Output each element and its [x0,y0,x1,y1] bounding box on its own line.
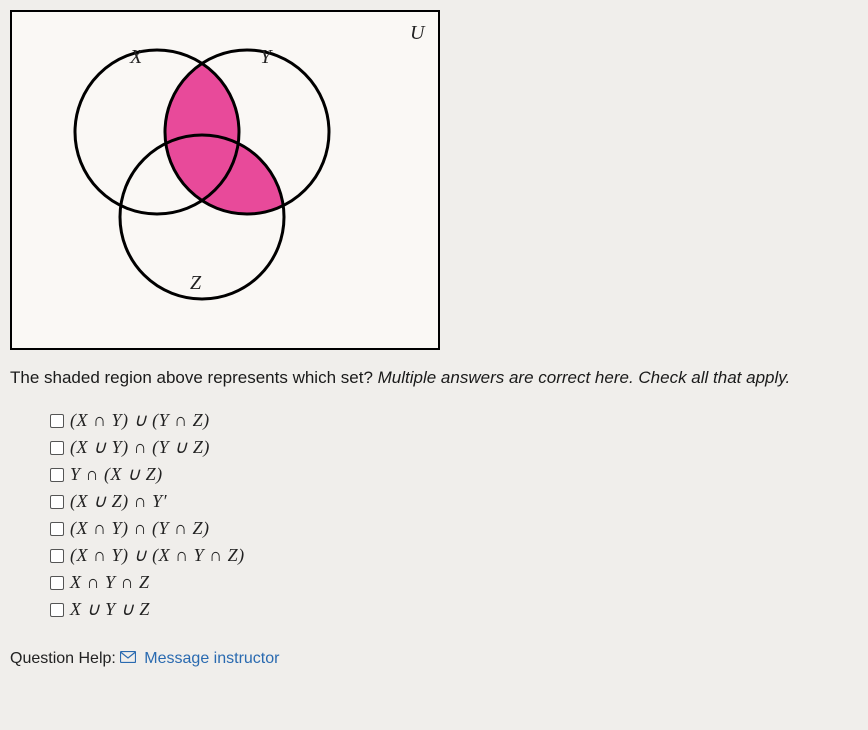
question-help-row: Question Help: Message instructor [10,650,858,668]
option-row[interactable]: (X ∩ Y) ∪ (Y ∩ Z) [50,410,858,431]
question-prefix: The shaded region above represents which… [10,368,378,387]
mail-icon [120,650,136,668]
checkbox[interactable] [50,522,64,536]
option-row[interactable]: (X ∩ Y) ∩ (Y ∩ Z) [50,518,858,539]
message-instructor-link[interactable]: Message instructor [144,650,279,667]
option-label: (X ∪ Z) ∩ Y′ [70,491,167,512]
label-x: X [130,46,142,69]
question-instruction: Multiple answers are correct here. Check… [378,368,791,387]
option-row[interactable]: X ∪ Y ∪ Z [50,599,858,620]
label-y: Y [260,46,271,69]
option-label: (X ∩ Y) ∪ (X ∩ Y ∩ Z) [70,545,245,566]
checkbox[interactable] [50,549,64,563]
help-label: Question Help: [10,650,116,667]
venn-diagram-container: U X Y Z [10,10,440,350]
option-label: (X ∪ Y) ∩ (Y ∪ Z) [70,437,210,458]
option-row[interactable]: (X ∪ Z) ∩ Y′ [50,491,858,512]
venn-diagram-svg [12,12,442,352]
option-row[interactable]: Y ∩ (X ∪ Z) [50,464,858,485]
checkbox[interactable] [50,414,64,428]
option-label: Y ∩ (X ∪ Z) [70,464,163,485]
checkbox[interactable] [50,495,64,509]
checkbox[interactable] [50,441,64,455]
option-label: X ∪ Y ∪ Z [70,599,150,620]
question-text: The shaded region above represents which… [10,368,858,388]
option-row[interactable]: (X ∪ Y) ∩ (Y ∪ Z) [50,437,858,458]
option-label: (X ∩ Y) ∪ (Y ∩ Z) [70,410,210,431]
option-row[interactable]: X ∩ Y ∩ Z [50,572,858,593]
options-list: (X ∩ Y) ∪ (Y ∩ Z) (X ∪ Y) ∩ (Y ∪ Z) Y ∩ … [10,410,858,620]
checkbox[interactable] [50,468,64,482]
label-z: Z [190,272,201,295]
label-u: U [410,22,424,45]
checkbox[interactable] [50,576,64,590]
option-label: (X ∩ Y) ∩ (Y ∩ Z) [70,518,210,539]
option-row[interactable]: (X ∩ Y) ∪ (X ∩ Y ∩ Z) [50,545,858,566]
checkbox[interactable] [50,603,64,617]
option-label: X ∩ Y ∩ Z [70,572,150,593]
